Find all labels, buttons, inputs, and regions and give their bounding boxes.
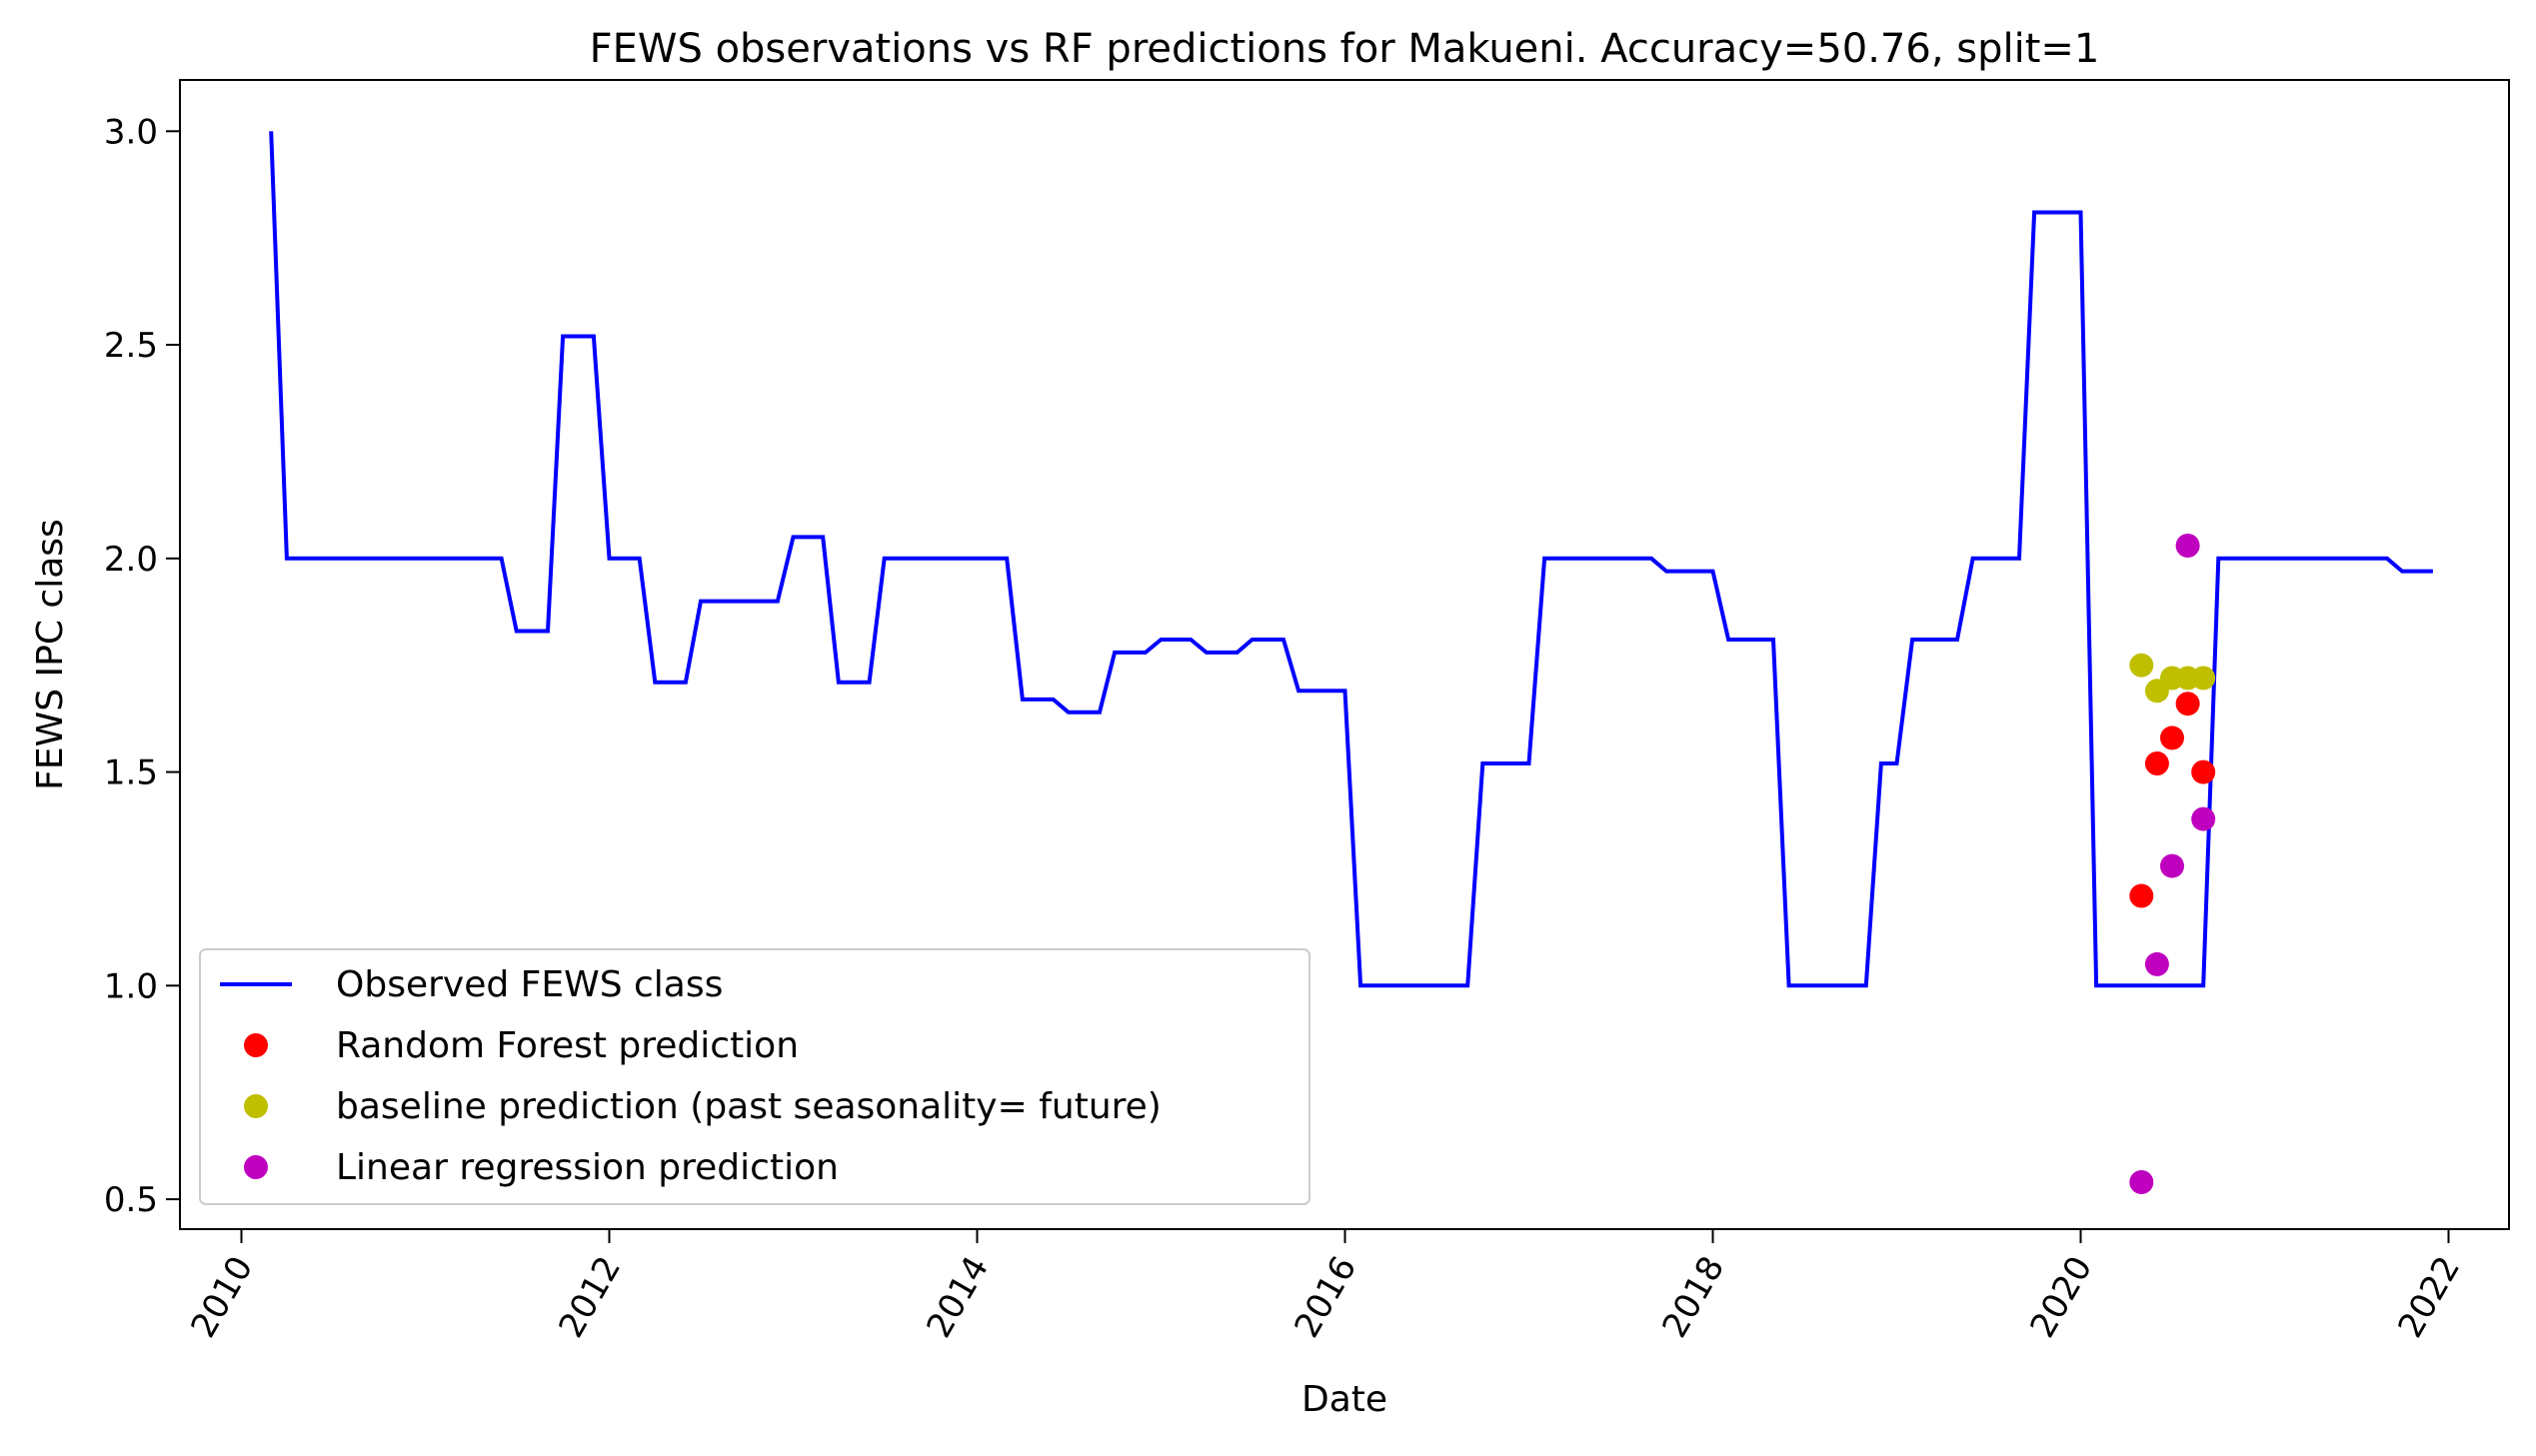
plot-data-layer bbox=[269, 131, 2433, 1194]
data-point-series-1-3 bbox=[2175, 692, 2200, 717]
chart-title: FEWS observations vs RF predictions for … bbox=[590, 26, 2100, 72]
x-tick-label-0: 2010 bbox=[183, 1250, 261, 1345]
data-point-series-2-0 bbox=[2129, 653, 2154, 678]
x-tick-label-2: 2014 bbox=[919, 1250, 997, 1345]
legend-swatch-marker-1 bbox=[244, 1033, 268, 1057]
data-point-series-2-4 bbox=[2191, 666, 2216, 691]
y-axis-label: FEWS IPC class bbox=[30, 519, 71, 790]
y-tick-label-5: 3.0 bbox=[104, 112, 158, 152]
x-tick-label-1: 2012 bbox=[551, 1250, 629, 1345]
x-axis: 2010 2012 2014 2016 2018 2020 2022 bbox=[183, 1229, 2468, 1344]
data-point-series-3-2 bbox=[2160, 853, 2184, 878]
y-tick-label-4: 2.5 bbox=[104, 326, 158, 366]
data-point-series-3-0 bbox=[2129, 1170, 2154, 1194]
legend-label-0: Observed FEWS class bbox=[336, 964, 723, 1005]
data-point-series-1-4 bbox=[2191, 759, 2216, 784]
data-point-series-1-1 bbox=[2144, 751, 2169, 775]
data-point-series-3-4 bbox=[2191, 806, 2216, 831]
legend-label-2: baseline prediction (past seasonality= f… bbox=[336, 1086, 1162, 1127]
x-tick-label-3: 2016 bbox=[1286, 1250, 1364, 1345]
legend: Observed FEWS class Random Forest predict… bbox=[199, 948, 1310, 1205]
x-tick-label-5: 2020 bbox=[2022, 1250, 2100, 1345]
legend-box bbox=[199, 948, 1310, 1205]
legend-swatch-marker-2 bbox=[244, 1094, 268, 1118]
legend-label-1: Random Forest prediction bbox=[336, 1025, 799, 1066]
y-tick-label-2: 1.5 bbox=[104, 753, 158, 793]
y-tick-label-0: 0.5 bbox=[104, 1180, 158, 1220]
x-axis-label: Date bbox=[1301, 1379, 1387, 1420]
data-point-series-3-3 bbox=[2175, 534, 2200, 558]
x-tick-label-6: 2022 bbox=[2390, 1250, 2468, 1345]
data-point-series-3-1 bbox=[2144, 951, 2169, 976]
legend-label-3: Linear regression prediction bbox=[336, 1147, 839, 1188]
data-point-series-1-0 bbox=[2129, 883, 2154, 908]
legend-swatch-marker-3 bbox=[244, 1155, 268, 1179]
series-line-observed bbox=[269, 131, 2433, 988]
y-axis: 0.5 1.0 1.5 2.0 2.5 3.0 bbox=[104, 112, 180, 1220]
y-tick-label-1: 1.0 bbox=[104, 966, 158, 1006]
x-tick-label-4: 2018 bbox=[1654, 1250, 1732, 1345]
data-point-series-1-2 bbox=[2160, 726, 2184, 750]
y-tick-label-3: 2.0 bbox=[104, 540, 158, 580]
